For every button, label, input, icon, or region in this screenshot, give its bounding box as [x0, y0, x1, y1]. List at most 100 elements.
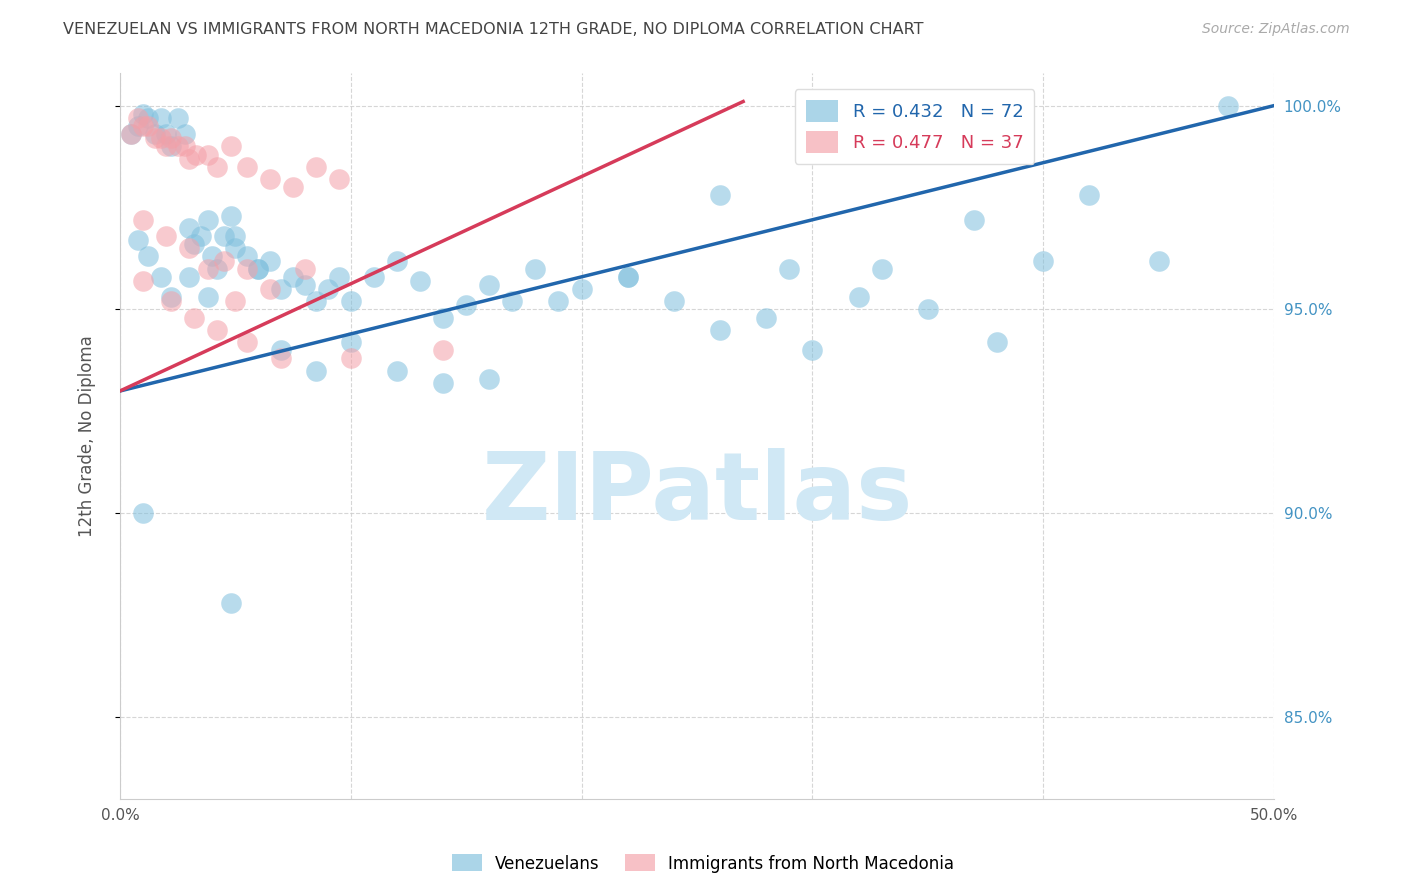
Point: [143, 131, 166, 145]
Point: [755, 310, 778, 325]
Point: [136, 119, 159, 133]
Point: [339, 294, 361, 309]
Point: [127, 119, 149, 133]
Point: [143, 127, 166, 141]
Point: [1032, 253, 1054, 268]
Point: [478, 278, 501, 293]
Point: [456, 298, 478, 312]
Point: [159, 294, 181, 309]
Point: [179, 221, 201, 235]
Legend: Venezuelans, Immigrants from North Macedonia: Venezuelans, Immigrants from North Maced…: [446, 847, 960, 880]
Point: [385, 253, 408, 268]
Point: [205, 261, 228, 276]
Point: [197, 147, 219, 161]
Point: [166, 111, 188, 125]
Point: [197, 290, 219, 304]
Point: [224, 229, 246, 244]
Point: [294, 278, 316, 293]
Point: [409, 274, 432, 288]
Point: [205, 160, 228, 174]
Point: [963, 212, 986, 227]
Point: [328, 269, 350, 284]
Point: [305, 364, 328, 378]
Text: ZIPatlas: ZIPatlas: [481, 448, 912, 540]
Point: [662, 294, 685, 309]
Point: [870, 261, 893, 276]
Point: [236, 335, 259, 350]
Point: [616, 269, 638, 284]
Point: [132, 506, 155, 520]
Point: [219, 596, 242, 610]
Point: [224, 241, 246, 255]
Point: [501, 294, 523, 309]
Point: [432, 343, 454, 358]
Point: [709, 188, 731, 202]
Point: [236, 261, 259, 276]
Point: [778, 261, 800, 276]
Point: [801, 343, 824, 358]
Legend: R = 0.432   N = 72, R = 0.477   N = 37: R = 0.432 N = 72, R = 0.477 N = 37: [794, 89, 1035, 164]
Point: [547, 294, 569, 309]
Point: [305, 294, 328, 309]
Point: [316, 282, 339, 296]
Point: [155, 139, 177, 153]
Point: [159, 139, 181, 153]
Point: [294, 261, 316, 276]
Point: [183, 237, 205, 252]
Point: [120, 127, 142, 141]
Point: [132, 107, 155, 121]
Point: [571, 282, 593, 296]
Point: [524, 261, 547, 276]
Point: [219, 209, 242, 223]
Point: [136, 250, 159, 264]
Point: [281, 269, 304, 284]
Point: [432, 376, 454, 390]
Point: [150, 131, 173, 145]
Point: [150, 111, 173, 125]
Point: [709, 323, 731, 337]
Point: [132, 119, 155, 133]
Point: [155, 229, 177, 244]
Point: [150, 269, 173, 284]
Point: [159, 131, 181, 145]
Point: [259, 172, 281, 186]
Point: [201, 250, 224, 264]
Point: [190, 229, 212, 244]
Point: [197, 261, 219, 276]
Point: [159, 290, 181, 304]
Point: [328, 172, 350, 186]
Point: [848, 290, 870, 304]
Point: [432, 310, 454, 325]
Point: [132, 274, 155, 288]
Point: [127, 111, 149, 125]
Point: [173, 127, 195, 141]
Point: [219, 139, 242, 153]
Y-axis label: 12th Grade, No Diploma: 12th Grade, No Diploma: [79, 335, 96, 537]
Point: [1216, 98, 1239, 112]
Point: [281, 180, 304, 194]
Point: [205, 323, 228, 337]
Text: Source: ZipAtlas.com: Source: ZipAtlas.com: [1202, 22, 1350, 37]
Point: [212, 229, 235, 244]
Point: [259, 282, 281, 296]
Point: [179, 241, 201, 255]
Point: [363, 269, 385, 284]
Point: [224, 294, 246, 309]
Point: [166, 139, 188, 153]
Point: [339, 351, 361, 366]
Point: [339, 335, 361, 350]
Point: [197, 212, 219, 227]
Point: [120, 127, 142, 141]
Point: [270, 343, 292, 358]
Point: [173, 139, 195, 153]
Point: [179, 269, 201, 284]
Point: [478, 372, 501, 386]
Point: [247, 261, 270, 276]
Point: [136, 111, 159, 125]
Point: [616, 269, 638, 284]
Point: [132, 212, 155, 227]
Point: [184, 147, 207, 161]
Point: [183, 310, 205, 325]
Point: [247, 261, 270, 276]
Point: [212, 253, 235, 268]
